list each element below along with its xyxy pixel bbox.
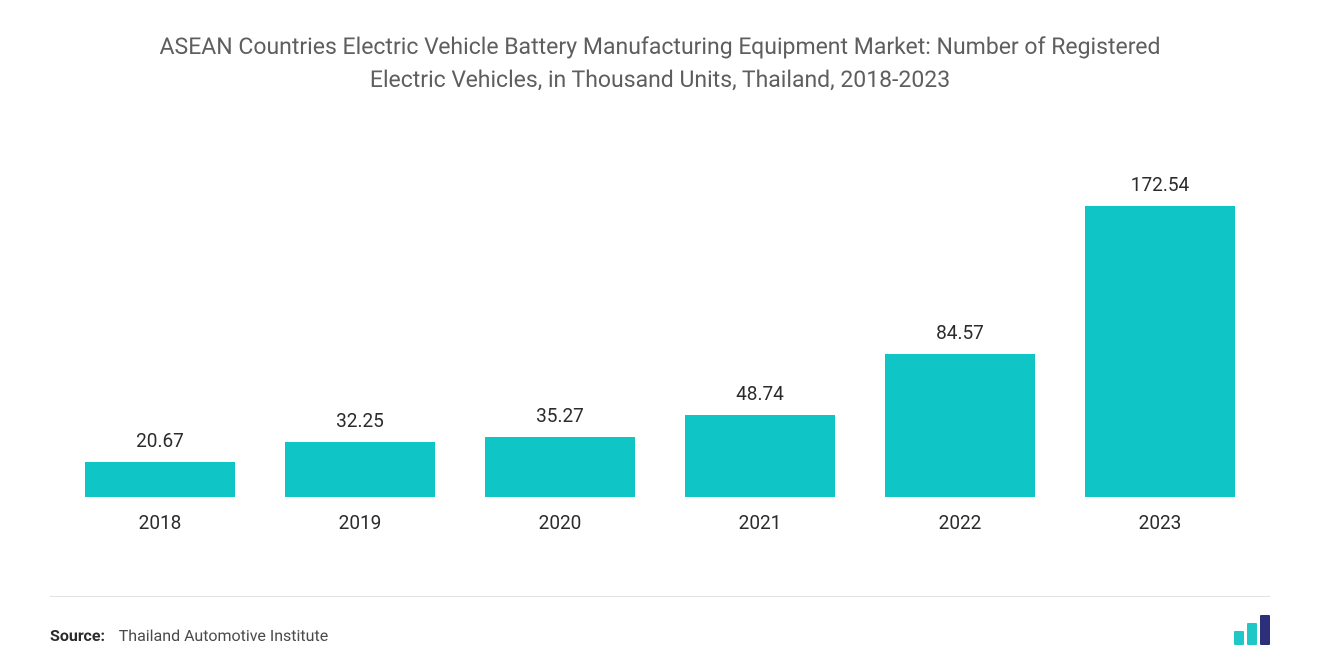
x-axis-label: 2023 (1085, 511, 1235, 534)
bar-value-label: 172.54 (1131, 173, 1189, 196)
bar-value-label: 32.25 (336, 409, 384, 432)
x-axis-label: 2020 (485, 511, 635, 534)
x-axis: 2018 2019 2020 2021 2022 2023 (60, 511, 1260, 534)
brand-logo-icon (1234, 615, 1270, 645)
bar-value-label: 48.74 (736, 382, 784, 405)
x-axis-label: 2021 (685, 511, 835, 534)
x-axis-label: 2022 (885, 511, 1035, 534)
bar-value-label: 84.57 (936, 321, 984, 344)
x-axis-label: 2018 (85, 511, 235, 534)
bar-group: 20.67 (85, 429, 235, 497)
bar-group: 84.57 (885, 321, 1035, 496)
source-line: Source: Thailand Automotive Institute (50, 626, 328, 645)
chart-title: ASEAN Countries Electric Vehicle Battery… (120, 30, 1200, 97)
chart-footer: Source: Thailand Automotive Institute (50, 596, 1270, 645)
source-text: Thailand Automotive Institute (119, 626, 328, 645)
x-axis-label: 2019 (285, 511, 435, 534)
bar-group: 32.25 (285, 409, 435, 496)
bar (485, 437, 635, 496)
bar (285, 442, 435, 496)
bar-value-label: 20.67 (136, 429, 184, 452)
bar-group: 48.74 (685, 382, 835, 497)
bar (1085, 206, 1235, 497)
bar-group: 35.27 (485, 404, 635, 496)
source-label: Source: (50, 626, 105, 645)
bar (85, 462, 235, 497)
bar-value-label: 35.27 (536, 404, 584, 427)
bar (885, 354, 1035, 496)
bar-group: 172.54 (1085, 173, 1235, 497)
chart-container: ASEAN Countries Electric Vehicle Battery… (0, 0, 1320, 665)
plot-area: 20.6732.2535.2748.7484.57172.54 (60, 177, 1260, 497)
bar (685, 415, 835, 497)
